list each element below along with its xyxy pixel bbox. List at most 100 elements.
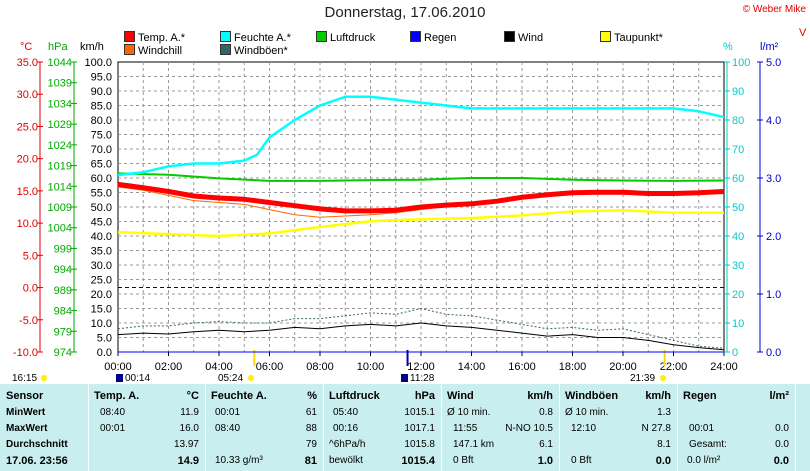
celsius-axis-tick-label: 5.0: [23, 250, 38, 262]
gusts-avg10: 1.3: [657, 407, 671, 418]
x-tick-label: 24:00: [710, 361, 738, 373]
lm2-axis-tick-label: 0.0: [766, 347, 781, 359]
kmh-axis-tick-label: 5.0: [97, 333, 112, 345]
x-tick-label: 22:00: [660, 361, 688, 373]
hpa-axis-tick-label: 1004: [48, 223, 72, 235]
gusts-max-time: 12:10: [571, 423, 597, 434]
series-line-taupunkt: [117, 208, 724, 238]
lm2-axis-tick-label: 2.0: [766, 231, 781, 243]
wind-avg: 6.1: [539, 439, 553, 450]
pressure-column: Luftdruck hPa 05:40 1015.1 00:16 1017.1 …: [323, 384, 442, 471]
hpa-axis-tick-label: 1019: [48, 161, 72, 173]
rain-today: 0.0 l/m²: [687, 455, 721, 466]
pressure-avg: 1015.8: [404, 439, 435, 450]
gusts-avg10-label: Ø 10 min.: [565, 407, 609, 418]
kmh-axis-tick-label: 75.0: [91, 130, 112, 142]
wind-max-time: 11:55: [453, 423, 478, 434]
kmh-axis-tick-label: 80.0: [91, 115, 112, 127]
kmh-axis-tick-label: 85.0: [91, 101, 112, 113]
weather-chart: 00:00 02:00 04:00 06:00 08:00 10:00 12:00 14:00…: [12, 27, 807, 384]
pct-axis-tick-label: 50: [732, 202, 744, 214]
temp-unit: °C: [186, 390, 199, 402]
x-tick-label: 02:00: [155, 361, 183, 373]
x-tick-label: 16:00: [508, 361, 536, 373]
series-line-wind: [117, 322, 725, 351]
legend-dewpoint: Taupunkt*: [600, 31, 663, 44]
lm2-axis-tick-label: 1.0: [766, 289, 781, 301]
hpa-axis-tick-label: 1009: [48, 202, 72, 214]
pressure-min-time: 05:40: [333, 407, 359, 418]
wind-header: Wind: [447, 390, 474, 402]
pressure-max: 1017.1: [404, 423, 435, 434]
temp-max-time: 00:01: [100, 423, 126, 434]
pressure-header: Luftdruck: [329, 390, 380, 402]
rain-max: 0.0: [775, 423, 789, 434]
moon-icon: [401, 374, 408, 382]
lm2-axis-tick-label: 4.0: [766, 115, 781, 127]
legend-pressure: Luftdruck: [316, 31, 375, 44]
minwert-label: MinWert: [6, 407, 46, 418]
copyright-text: © Weber Mike: [742, 4, 806, 15]
gusts-column: Windböen km/h Ø 10 min. 1.3 12:10 N 27.8…: [559, 384, 678, 471]
sensor-label: Sensor: [6, 390, 44, 402]
gusts-header: Windböen: [565, 390, 619, 402]
hpa-axis-tick-label: 984: [54, 306, 72, 318]
legend-label: Taupunkt*: [614, 32, 663, 44]
pct-unit: %: [723, 41, 733, 53]
gusts-bft: 0 Bft: [571, 455, 592, 466]
pressure-unit: hPa: [414, 390, 435, 402]
hpa-unit: hPa: [48, 41, 68, 53]
current-datetime-label: 17.06. 23:56: [6, 455, 68, 467]
gusts-unit: km/h: [645, 390, 671, 402]
humidity-column: Feuchte A. % 00:01 61 08:40 88 79 10.33 …: [205, 384, 324, 471]
pct-axis-tick-label: 100: [732, 57, 750, 69]
celsius-axis-tick-label: 25.0: [17, 121, 38, 133]
humidity-header: Feuchte A.: [211, 390, 267, 402]
hpa-axis-tick-label: 1024: [48, 140, 72, 152]
kmh-axis-tick-label: 55.0: [91, 188, 112, 200]
kmh-axis-tick-label: 100.0: [84, 57, 112, 69]
humidity-min: 61: [305, 407, 317, 418]
pct-axis-tick-label: 80: [732, 115, 744, 127]
lm2-axis-tick-label: 3.0: [766, 173, 781, 185]
legend-swatch: [220, 31, 231, 42]
humidity-max: 88: [305, 423, 317, 434]
pct-axis-tick-label: 10: [732, 318, 744, 330]
sun-icon: [41, 375, 47, 381]
weather-condition: bewölkt: [329, 455, 363, 466]
gusts-current: 0.0: [655, 455, 671, 467]
pct-axis-tick-label: 30: [732, 260, 744, 272]
pressure-trend: ^6hPa/h: [329, 439, 366, 450]
temp-header: Temp. A.: [94, 390, 140, 402]
x-tick-label: 18:00: [559, 361, 587, 373]
pct-axis-tick-label: 40: [732, 231, 744, 243]
legend-label: Wind: [518, 32, 544, 44]
humidity-min-time: 00:01: [215, 407, 241, 418]
kmh-axis-tick-label: 65.0: [91, 159, 112, 171]
hpa-axis-tick-label: 1014: [48, 181, 72, 193]
x-tick-label: 20:00: [609, 361, 637, 373]
moonrise-label: 00:14: [125, 373, 150, 384]
kmh-axis-tick-label: 0.0: [97, 347, 112, 359]
hpa-axis-tick-label: 974: [54, 347, 72, 359]
temp-avg: 13.97: [173, 439, 199, 450]
wind-current: 1.0: [537, 455, 553, 467]
rain-column: Regen l/m² 00:01 0.0 Gesamt: 0.0 0.0 l/m…: [677, 384, 796, 471]
celsius-axis-tick-label: 10.0: [17, 218, 38, 230]
average-label: Durchschnitt: [6, 439, 68, 450]
temp-current: 14.9: [177, 455, 199, 467]
kmh-axis-tick-label: 95.0: [91, 72, 112, 84]
legend-swatch: [316, 31, 327, 42]
humidity-current: 81: [304, 455, 317, 467]
wind-unit: km/h: [527, 390, 553, 402]
kmh-axis-tick-label: 20.0: [91, 289, 112, 301]
humidity-avg: 79: [305, 439, 317, 450]
pct-axis-tick-label: 90: [732, 86, 744, 98]
x-tick-label: 06:00: [256, 361, 284, 373]
legend-label: Regen: [424, 32, 457, 44]
hpa-axis-tick-label: 989: [54, 285, 72, 297]
rain-unit: l/m²: [769, 390, 789, 402]
rain-total-label: Gesamt:: [689, 439, 727, 450]
wind-max-dir: N-NO 10.5: [505, 423, 553, 434]
pct-axis-tick-label: 60: [732, 173, 744, 185]
